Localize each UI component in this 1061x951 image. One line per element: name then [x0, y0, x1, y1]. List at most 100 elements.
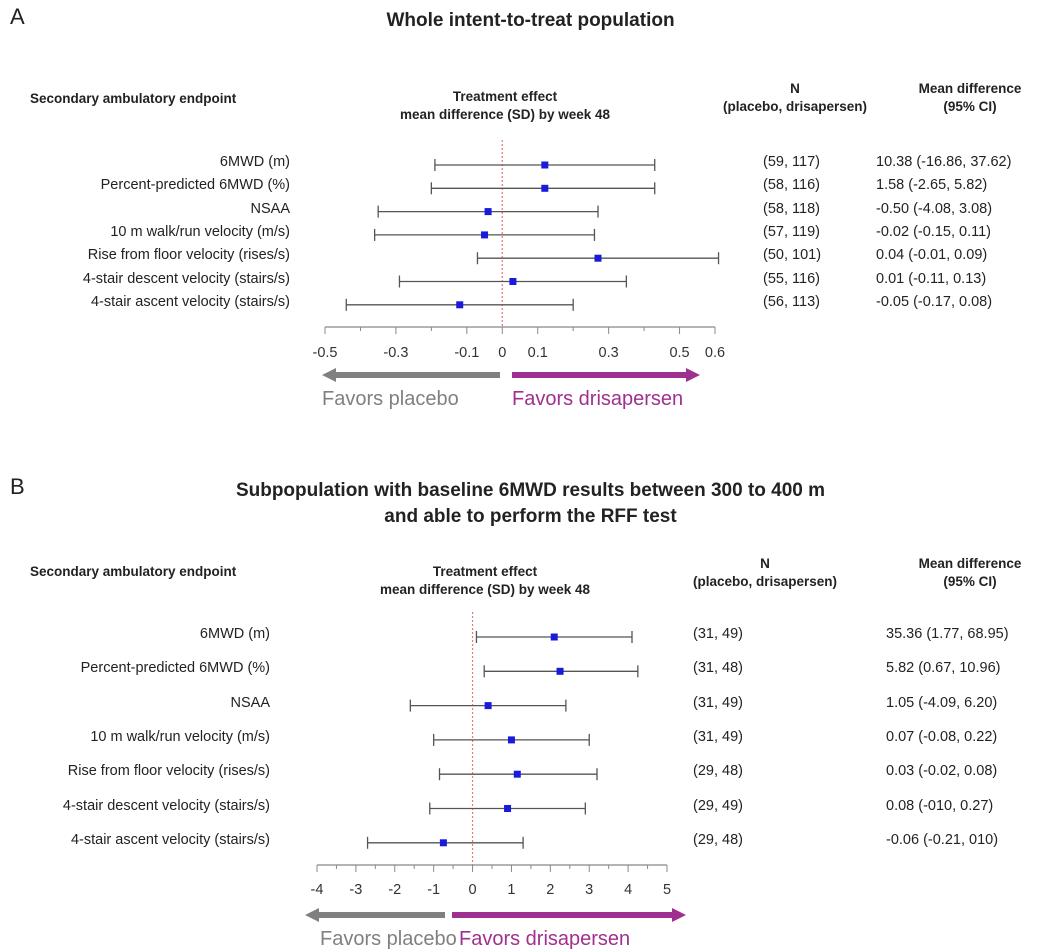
mean-difference-value: 35.36 (1.77, 68.95)	[886, 626, 1009, 642]
x-tick-label: 0.6	[705, 345, 725, 361]
point-estimate	[594, 254, 602, 262]
forest-row	[409, 699, 567, 712]
panel-title: Subpopulation with baseline 6MWD results…	[0, 478, 1061, 530]
endpoint-label: 10 m walk/run velocity (m/s)	[90, 728, 270, 745]
forest-row	[373, 228, 596, 241]
panel-label: B	[10, 474, 25, 499]
forest-plot: -4 -3 -2 -1 0 1 2 3 4 5 Favors placebo Favors drisa…	[305, 612, 686, 950]
favors-drisapersen-label: Favors drisapersen	[512, 388, 683, 410]
endpoint-header: Secondary ambulatory endpoint	[30, 91, 237, 106]
forest-row	[433, 733, 590, 746]
mean-difference-value: 0.07 (-0.08, 0.22)	[886, 728, 998, 745]
x-tick-label: 2	[546, 882, 554, 898]
n-value: (29, 48)	[693, 831, 743, 848]
forest-row	[438, 768, 598, 781]
x-tick-label: 0.1	[528, 345, 548, 361]
endpoint-label: 4-stair ascent velocity (stairs/s)	[70, 831, 270, 848]
favors-placebo-arrow	[322, 368, 500, 382]
panel-title-line-1: Subpopulation with baseline 6MWD results…	[235, 480, 826, 501]
mean-difference-value: 1.58 (-2.65, 5.82)	[876, 177, 988, 194]
md-header-line-1: Mean difference	[918, 81, 1022, 96]
point-estimate	[484, 208, 492, 216]
point-estimate	[484, 702, 492, 710]
endpoint-header: Secondary ambulatory endpoint	[30, 564, 237, 579]
favors-placebo-label: Favors placebo	[320, 928, 457, 950]
endpoint-label: 6MWD (m)	[199, 626, 270, 642]
mean-difference-value: 0.01 (-0.11, 0.13)	[876, 270, 987, 287]
panel-label: A	[10, 4, 25, 29]
mean-difference-value: 5.82 (0.67, 10.96)	[886, 660, 1001, 677]
point-estimate	[541, 184, 549, 192]
endpoint-label: 4-stair descent velocity (stairs/s)	[62, 797, 270, 814]
favors-drisapersen-label: Favors drisapersen	[459, 928, 630, 950]
endpoint-label: Percent-predicted 6MWD (%)	[80, 660, 270, 677]
endpoint-label: Rise from floor velocity (rises/s)	[87, 247, 290, 264]
endpoint-label: 6MWD (m)	[219, 154, 290, 170]
mean-difference-value: 0.08 (-010, 0.27)	[886, 797, 994, 814]
mean-difference-value: 1.05 (-4.09, 6.20)	[886, 694, 998, 711]
n-value: (31, 48)	[693, 660, 743, 677]
n-header-line-1: N	[760, 556, 770, 571]
panel-a: A Whole intent-to-treat population Secon…	[0, 0, 1061, 440]
x-tick-label: 0	[498, 345, 506, 361]
md-header-line-2: (95% CI)	[943, 99, 997, 114]
n-value: (31, 49)	[693, 728, 743, 745]
point-estimate	[456, 301, 464, 309]
forest-row	[434, 159, 656, 171]
x-tick-label: -0.3	[383, 345, 408, 361]
effect-header: Treatment effect mean difference (SD) by…	[320, 563, 650, 599]
md-header-line-1: Mean difference	[918, 556, 1022, 571]
endpoint-label: NSAA	[250, 200, 291, 217]
forest-plot: -0.5 -0.3 -0.1 0 0.1 0.3 0.5 0.6 Favors placebo F…	[313, 140, 725, 410]
forest-row	[377, 205, 599, 218]
x-tick-label: 0.3	[599, 345, 619, 361]
n-value: (29, 48)	[693, 763, 743, 780]
effect-header-line-1: Treatment effect	[432, 564, 538, 579]
x-tick-label: 0.5	[669, 345, 689, 361]
x-tick-label: 1	[507, 882, 515, 898]
x-tick-label: 5	[663, 882, 671, 898]
n-value: (56, 113)	[763, 293, 820, 310]
x-tick-label: -1	[427, 882, 440, 898]
n-value: (50, 101)	[763, 247, 822, 264]
point-estimate	[513, 770, 521, 778]
n-value: (55, 116)	[763, 270, 820, 287]
mean-difference-value: -0.05 (-0.17, 0.08)	[876, 293, 993, 310]
favors-drisapersen-arrow	[452, 908, 686, 922]
md-header: Mean difference (95% CI)	[880, 80, 1060, 116]
forest-row	[345, 298, 574, 311]
md-header-line-2: (95% CI)	[943, 574, 997, 589]
n-value: (57, 119)	[763, 223, 820, 240]
forest-row	[475, 631, 633, 643]
md-header: Mean difference (95% CI)	[880, 555, 1060, 591]
endpoint-label: Rise from floor velocity (rises/s)	[67, 763, 270, 780]
x-tick-label: 4	[624, 882, 632, 898]
n-header: N (placebo, drisapersen)	[660, 555, 870, 591]
forest-row	[429, 802, 586, 815]
forest-row	[398, 275, 628, 288]
point-estimate	[509, 278, 517, 285]
n-value: (31, 49)	[693, 694, 743, 711]
x-tick-label: -0.1	[454, 345, 479, 361]
n-value: (29, 49)	[693, 797, 743, 814]
mean-difference-value: 0.03 (-0.02, 0.08)	[886, 763, 998, 780]
forest-row	[476, 252, 720, 265]
endpoint-label: 10 m walk/run velocity (m/s)	[110, 223, 290, 240]
n-value: (31, 49)	[693, 626, 743, 642]
endpoint-label: 4-stair ascent velocity (stairs/s)	[90, 293, 290, 310]
forest-row	[430, 182, 656, 195]
panel-title: Whole intent-to-treat population	[386, 10, 675, 31]
mean-difference-value: -0.06 (-0.21, 010)	[886, 831, 999, 848]
favors-drisapersen-arrow	[512, 368, 700, 382]
x-tick-label: -0.5	[313, 345, 338, 361]
x-tick-label: -2	[388, 882, 401, 898]
effect-header-line-2: mean difference (SD) by week 48	[379, 582, 591, 597]
point-estimate	[541, 161, 549, 169]
point-estimate	[550, 633, 558, 641]
mean-difference-value: 0.04 (-0.01, 0.09)	[876, 247, 988, 264]
n-header: N (placebo, drisapersen)	[690, 80, 900, 116]
effect-header-line-2: mean difference (SD) by week 48	[399, 107, 611, 122]
favors-placebo-label: Favors placebo	[322, 388, 459, 410]
panel-b: B Subpopulation with baseline 6MWD resul…	[0, 470, 1061, 951]
n-value: (59, 117)	[763, 154, 820, 170]
